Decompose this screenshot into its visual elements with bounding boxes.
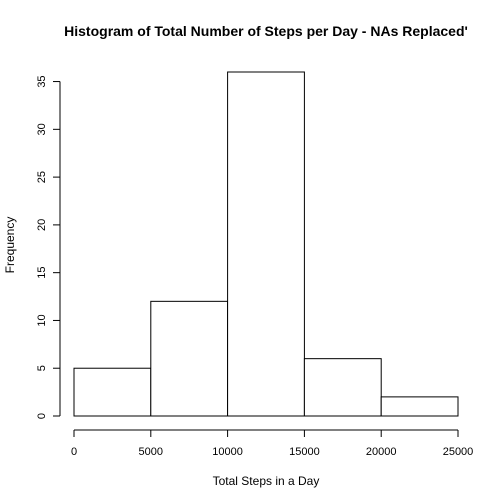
y-tick-label: 20 [36,219,48,231]
y-tick-label: 5 [36,365,48,371]
x-tick-label: 10000 [212,446,243,458]
chart-title: Histogram of Total Number of Steps per D… [64,23,468,39]
y-tick-label: 15 [36,267,48,279]
histogram-bar-4 [303,358,382,417]
y-tick-label: 10 [36,314,48,326]
histogram-bar-1 [73,367,152,417]
histogram-bar-2 [150,300,229,417]
x-tick-label: 15000 [289,446,320,458]
x-tick-label: 5000 [139,446,163,458]
bars-group [73,71,459,417]
y-axis-label: Frequency [3,217,17,274]
y-tick-label: 25 [36,171,48,183]
y-axis: 0 5 10 15 20 25 30 35 [36,75,61,419]
x-tick-label: 25000 [443,446,474,458]
y-tick-label: 30 [36,123,48,135]
y-tick-label: 35 [36,75,48,87]
histogram-bar-3 [227,71,305,417]
x-tick-label: 20000 [366,446,397,458]
x-axis-label: Total Steps in a Day [213,474,320,488]
x-tick-label: 0 [71,446,77,458]
y-tick-label: 0 [36,413,48,419]
histogram-bar-5 [380,396,459,417]
x-axis: 0 5000 10000 15000 20000 25000 [71,429,474,458]
